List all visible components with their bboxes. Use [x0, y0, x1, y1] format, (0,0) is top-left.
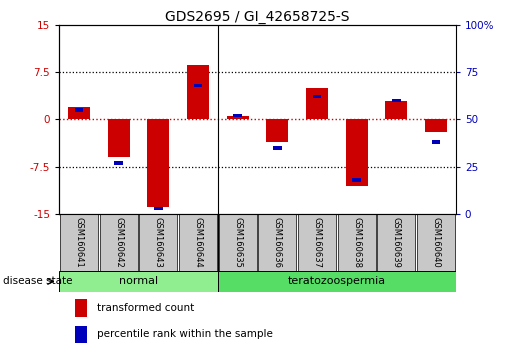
Bar: [227, 116, 249, 119]
Bar: [306, 88, 328, 119]
Bar: [187, 65, 209, 119]
Bar: [259, 214, 296, 271]
Bar: [266, 119, 288, 142]
Bar: [392, 99, 401, 102]
Bar: [298, 214, 336, 271]
Text: transformed count: transformed count: [97, 303, 194, 313]
Bar: [352, 178, 361, 182]
Text: GSM160637: GSM160637: [313, 217, 321, 268]
Text: disease state: disease state: [3, 276, 72, 286]
Text: GSM160636: GSM160636: [273, 217, 282, 268]
Text: GSM160640: GSM160640: [432, 217, 440, 268]
Bar: [114, 161, 123, 165]
Bar: [432, 141, 440, 144]
Text: GSM160644: GSM160644: [194, 217, 202, 268]
Text: GSM160641: GSM160641: [75, 217, 83, 268]
Bar: [194, 84, 202, 87]
Text: GSM160642: GSM160642: [114, 217, 123, 268]
Bar: [313, 95, 321, 98]
Bar: [218, 271, 456, 292]
Text: normal: normal: [119, 276, 158, 286]
Text: GSM160643: GSM160643: [154, 217, 163, 268]
Bar: [75, 326, 87, 343]
Text: GSM160635: GSM160635: [233, 217, 242, 268]
Bar: [233, 114, 242, 118]
Bar: [179, 214, 217, 271]
Bar: [385, 101, 407, 119]
Bar: [147, 119, 169, 207]
Bar: [60, 214, 98, 271]
Text: GSM160639: GSM160639: [392, 217, 401, 268]
Bar: [346, 119, 368, 186]
Text: percentile rank within the sample: percentile rank within the sample: [97, 329, 273, 339]
Bar: [100, 214, 138, 271]
Title: GDS2695 / GI_42658725-S: GDS2695 / GI_42658725-S: [165, 10, 350, 24]
Bar: [75, 108, 83, 112]
Text: GSM160638: GSM160638: [352, 217, 361, 268]
Bar: [59, 271, 218, 292]
Text: teratozoospermia: teratozoospermia: [288, 276, 386, 286]
Bar: [273, 146, 282, 150]
Bar: [338, 214, 375, 271]
Bar: [219, 214, 256, 271]
Bar: [377, 214, 415, 271]
Bar: [425, 119, 447, 132]
Bar: [417, 214, 455, 271]
Bar: [140, 214, 177, 271]
Bar: [154, 207, 163, 210]
Bar: [75, 299, 87, 317]
Bar: [68, 107, 90, 119]
Bar: [108, 119, 130, 157]
